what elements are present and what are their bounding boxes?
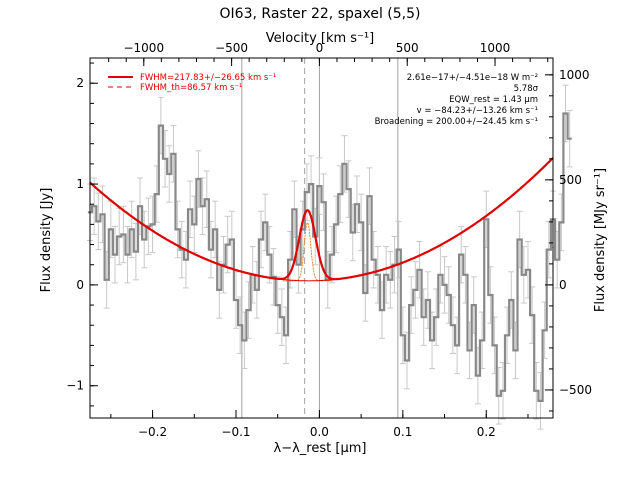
legend-label-fwhm-th: FWHM_th=86.57 km s⁻¹ (140, 83, 242, 93)
fit-model-curve (89, 157, 554, 281)
legend: FWHM=217.83+/−26.65 km s⁻¹ FWHM_th=86.57… (108, 73, 276, 93)
annotation-broadening: Broadening = 200.00+/−24.45 km s⁻¹ (375, 117, 538, 127)
top-tick-label-3: 500 (396, 41, 419, 55)
series-layer (87, 112, 572, 402)
top-tick-label-1: −500 (215, 41, 248, 55)
x-tick-label-1: −0.1 (221, 425, 250, 439)
y-tick-label-1: 0 (76, 278, 84, 292)
right-tick-label-1: 0 (559, 278, 567, 292)
chart-title: OI63, Raster 22, spaxel (5,5) (220, 6, 421, 22)
top-tick-label-4: 1000 (480, 41, 511, 55)
top-tick-label-0: −1000 (123, 41, 164, 55)
right-tick-label-2: 500 (559, 173, 582, 187)
x-tick-label-4: 0.2 (477, 425, 496, 439)
top-tick-label-2: 0 (316, 41, 324, 55)
annotation-flux: 2.61e−17+/−4.51e−18 W m⁻² (407, 73, 538, 83)
x-tick-label-0: −0.2 (138, 425, 167, 439)
plot-frame (89, 57, 554, 419)
right-tick-label-0: −500 (559, 383, 592, 397)
top-axis-label: Velocity [km s⁻¹] (266, 31, 374, 46)
legend-label-fwhm: FWHM=217.83+/−26.65 km s⁻¹ (140, 73, 276, 83)
y-tick-label-0: −1 (66, 379, 84, 393)
annotation-velocity: v = −84.23+/−13.26 km s⁻¹ (417, 106, 538, 116)
y-axis-label: Flux density [Jy] (39, 188, 54, 293)
right-tick-label-3: 1000 (559, 68, 590, 82)
x-axis-label: λ−λ_rest [µm] (274, 441, 367, 456)
right-axis-label: Flux density [MJy sr⁻¹] (593, 168, 608, 312)
y-tick-label-2: 1 (76, 177, 84, 191)
annotations: 2.61e−17+/−4.51e−18 W m⁻² 5.78σ EQW_rest… (375, 73, 539, 127)
data-step-series (87, 112, 572, 402)
x-tick-label-2: 0.0 (310, 425, 329, 439)
y-tick-label-3: 2 (76, 76, 84, 90)
annotation-eqw: EQW_rest = 1.43 µm (449, 95, 538, 105)
annotation-sigma: 5.78σ (514, 84, 539, 94)
x-tick-label-3: 0.1 (393, 425, 412, 439)
axes: −0.2 −0.1 0.0 0.1 0.2 −1 0 1 2 −1000 −500 0 500 1000 −… (66, 41, 592, 439)
